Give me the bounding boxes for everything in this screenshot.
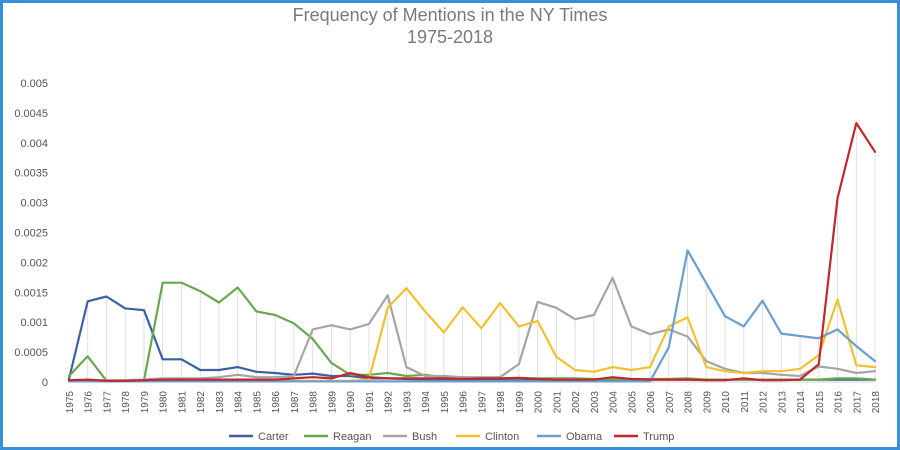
x-tick-label: 2013	[777, 391, 788, 414]
y-tick-label: 0.0045	[14, 108, 48, 120]
x-tick-label: 2009	[702, 391, 713, 414]
x-tick-label: 1993	[402, 391, 413, 414]
y-tick-label: 0.0035	[14, 168, 48, 180]
x-tick-label: 1994	[421, 391, 432, 414]
x-tick-label: 1998	[496, 391, 507, 414]
x-tick-label: 1985	[252, 391, 263, 414]
y-tick-label: 0.0005	[14, 347, 48, 359]
y-tick-label: 0.002	[20, 257, 48, 269]
x-tick-label: 2014	[796, 391, 807, 414]
x-tick-label: 2000	[534, 391, 545, 414]
series-line-reagan	[67, 281, 877, 382]
x-tick-label: 2010	[721, 391, 732, 414]
x-tick-label: 1982	[196, 391, 207, 414]
x-tick-label: 1989	[327, 391, 338, 414]
chart-subtitle: 1975-2018	[406, 27, 494, 47]
x-tick-label: 2018	[871, 391, 882, 414]
x-tick-label: 1991	[365, 391, 376, 414]
x-tick-label: 1992	[384, 391, 395, 414]
x-tick-label: 2017	[852, 391, 863, 414]
x-tick-label: 1975	[65, 391, 76, 414]
x-tick-label: 1976	[84, 391, 95, 414]
x-tick-label: 1997	[477, 391, 488, 414]
x-tick-label: 1980	[159, 391, 170, 414]
legend-label-reagan: Reagan	[333, 431, 372, 443]
series-line-clinton	[67, 287, 877, 382]
x-tick-label: 2008	[684, 391, 695, 414]
x-tick-label: 2002	[571, 391, 582, 414]
x-tick-label: 2007	[665, 391, 676, 414]
x-tick-label: 1986	[271, 391, 282, 414]
x-tick-label: 2016	[834, 391, 845, 414]
x-tick-label: 1979	[140, 391, 151, 414]
x-tick-label: 2001	[552, 391, 563, 414]
x-tick-label: 1983	[215, 391, 226, 414]
legend-label-obama: Obama	[566, 431, 603, 443]
y-tick-label: 0.001	[20, 317, 48, 329]
x-tick-label: 1977	[102, 391, 113, 414]
x-tick-label: 2005	[627, 391, 638, 414]
x-tick-label: 2006	[646, 391, 657, 414]
x-tick-label: 1995	[440, 391, 451, 414]
legend-label-bush: Bush	[412, 431, 437, 443]
x-tick-label: 1988	[309, 391, 320, 414]
x-tick-label: 1984	[234, 391, 245, 414]
y-tick-label: 0.0025	[14, 228, 48, 240]
series-line-carter	[67, 295, 877, 381]
x-tick-label: 1990	[346, 391, 357, 414]
chart-title: Frequency of Mentions in the NY Times	[292, 5, 608, 25]
series-line-trump	[67, 121, 877, 382]
x-tick-label: 2011	[740, 391, 751, 413]
series-line-obama	[67, 249, 877, 383]
y-tick-label: 0.004	[20, 138, 48, 150]
y-tick-label: 0.003	[20, 198, 48, 210]
x-tick-label: 1999	[515, 391, 526, 414]
x-tick-label: 1987	[290, 391, 301, 414]
y-tick-label: 0	[42, 377, 48, 389]
x-tick-label: 2004	[609, 391, 620, 414]
x-axis: 1975 1976 1977 1978 1979 1980 1981 1982 1983 1984…	[65, 381, 882, 414]
x-tick-label: 1978	[121, 391, 132, 414]
legend-label-clinton: Clinton	[485, 431, 519, 443]
drop-lines	[68, 123, 876, 382]
legend-label-carter: Carter	[258, 431, 289, 443]
series-group	[67, 121, 877, 383]
x-tick-label: 2015	[815, 391, 826, 414]
x-tick-label: 1981	[177, 391, 188, 414]
legend: Carter Reagan Bush Clinton Obama Trump	[229, 431, 674, 443]
x-tick-label: 1996	[459, 391, 470, 414]
legend-label-trump: Trump	[643, 431, 674, 443]
y-tick-label: 0.005	[20, 78, 48, 90]
x-tick-label: 2003	[590, 391, 601, 414]
x-tick-label: 2012	[759, 391, 770, 414]
y-tick-label: 0.0015	[14, 287, 48, 299]
y-axis: 0 0.0005 0.001 0.0015 0.002 0.0025 0.003 0.0035…	[14, 78, 48, 389]
